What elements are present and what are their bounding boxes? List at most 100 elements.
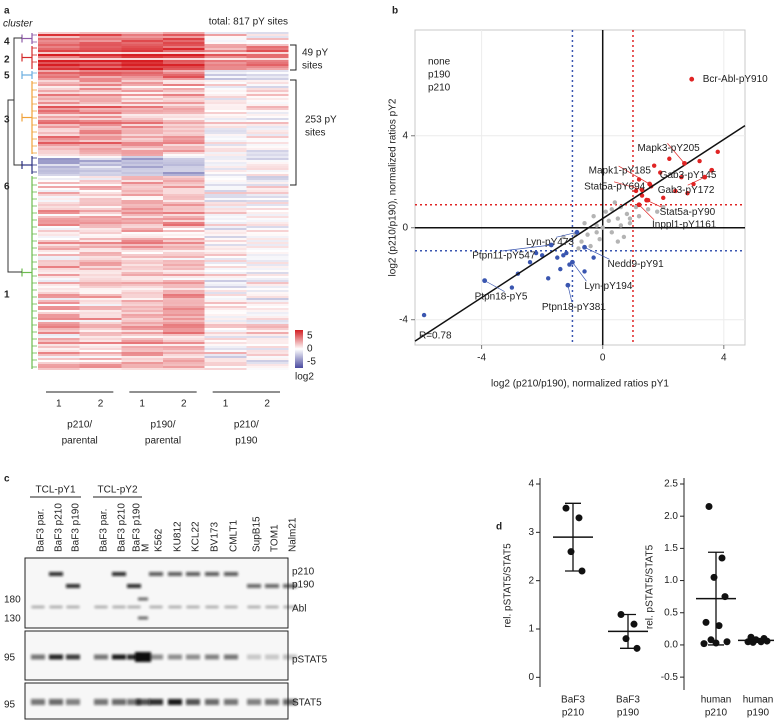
heatmap-cell — [38, 264, 81, 267]
heatmap-cell — [204, 36, 247, 39]
heatmap-cell — [163, 196, 206, 199]
heatmap-cell — [79, 206, 122, 209]
heatmap-cell — [121, 110, 164, 113]
heatmap-cell — [204, 202, 247, 205]
heatmap-cell — [38, 280, 81, 283]
heatmap-cell — [163, 310, 206, 313]
heatmap-cell — [38, 338, 81, 341]
heatmap-cell — [204, 162, 247, 165]
heatmap-cell — [38, 38, 81, 41]
heatmap-cell — [204, 360, 247, 363]
heatmap-cell — [38, 144, 81, 147]
heatmap-cell — [246, 36, 289, 39]
heatmap-cell — [79, 90, 122, 93]
blot-band — [205, 699, 219, 705]
data-point — [582, 220, 587, 226]
heatmap-cell — [121, 186, 164, 189]
heatmap-cell — [163, 318, 206, 321]
heatmap-cell — [204, 224, 247, 227]
heatmap-cell — [79, 310, 122, 313]
heatmap-cell — [163, 176, 206, 179]
heatmap-cell — [121, 320, 164, 323]
data-point — [582, 269, 587, 274]
heatmap-cell — [204, 320, 247, 323]
heatmap-cell — [246, 84, 289, 87]
heatmap-cell — [38, 152, 81, 155]
data-point — [723, 638, 731, 646]
category-label: human — [743, 695, 774, 706]
group-label: p190 — [235, 436, 258, 447]
heatmap-cell — [204, 306, 247, 309]
heatmap-cell — [246, 304, 289, 307]
heatmap-cell — [204, 194, 247, 197]
heatmap-cell — [79, 120, 122, 123]
annotation-leader — [555, 231, 578, 238]
heatmap-cell — [246, 138, 289, 141]
heatmap-cell — [204, 60, 247, 63]
heatmap-cell — [204, 330, 247, 333]
heatmap-cell — [204, 254, 247, 257]
blot-band — [205, 605, 219, 609]
heatmap-cell — [163, 272, 206, 275]
heatmap-cell — [121, 90, 164, 93]
blot-band — [265, 584, 279, 588]
heatmap-cell — [163, 170, 206, 173]
heatmap-cell — [163, 104, 206, 107]
heatmap-cell — [121, 46, 164, 49]
heatmap-cell — [38, 140, 81, 143]
heatmap-cell — [121, 358, 164, 361]
heatmap-cell — [246, 358, 289, 361]
colorbar-tick: 5 — [307, 331, 313, 342]
heatmap-cell — [246, 314, 289, 317]
heatmap-cell — [163, 222, 206, 225]
heatmap-cell — [38, 114, 81, 117]
heatmap-cell — [38, 110, 81, 113]
annotation: R=0.78 — [419, 331, 452, 342]
heatmap-cell — [246, 260, 289, 263]
heatmap-cell — [121, 260, 164, 263]
heatmap-cell — [163, 218, 206, 221]
heatmap-cell — [121, 348, 164, 351]
heatmap-cell — [163, 158, 206, 161]
heatmap-cell — [38, 204, 81, 207]
heatmap-cell — [163, 62, 206, 65]
heatmap-cell — [121, 146, 164, 149]
heatmap-cell — [121, 176, 164, 179]
heatmap-cell — [38, 312, 81, 315]
y-tick-label: -0.5 — [661, 672, 679, 683]
heatmap-cell — [204, 64, 247, 67]
heatmap-cell — [163, 340, 206, 343]
heatmap-cell — [204, 78, 247, 81]
heatmap-cell — [246, 366, 289, 369]
data-point — [588, 243, 593, 249]
heatmap-cell — [38, 220, 81, 223]
heatmap-cell — [163, 108, 206, 111]
heatmap-cell — [163, 254, 206, 257]
heatmap-cell — [79, 46, 122, 49]
group-label: TCL-pY1 — [35, 485, 75, 496]
heatmap-cell — [246, 232, 289, 235]
heatmap-cell — [79, 94, 122, 97]
heatmap-cell — [163, 64, 206, 67]
heatmap-cell — [79, 98, 122, 101]
heatmap-cell — [163, 256, 206, 259]
cluster-label: 2 — [4, 55, 10, 66]
colorbar-unit: log2 — [295, 372, 314, 383]
heatmap-cell — [204, 352, 247, 355]
heatmap-cell — [79, 216, 122, 219]
blot-band — [127, 654, 141, 660]
heatmap-cell — [163, 244, 206, 247]
heatmap-cell — [121, 346, 164, 349]
heatmap-cell — [246, 280, 289, 283]
heatmap-cell — [246, 302, 289, 305]
heatmap-cell — [121, 220, 164, 223]
heatmap-cell — [121, 52, 164, 55]
heatmap-cell — [163, 278, 206, 281]
heatmap-cell — [79, 254, 122, 257]
heatmap-cell — [38, 334, 81, 337]
heatmap-cell — [204, 278, 247, 281]
group-label: p210/ — [67, 420, 92, 431]
heatmap-cell — [246, 220, 289, 223]
heatmap-cell — [246, 278, 289, 281]
heatmap-cell — [38, 326, 81, 329]
